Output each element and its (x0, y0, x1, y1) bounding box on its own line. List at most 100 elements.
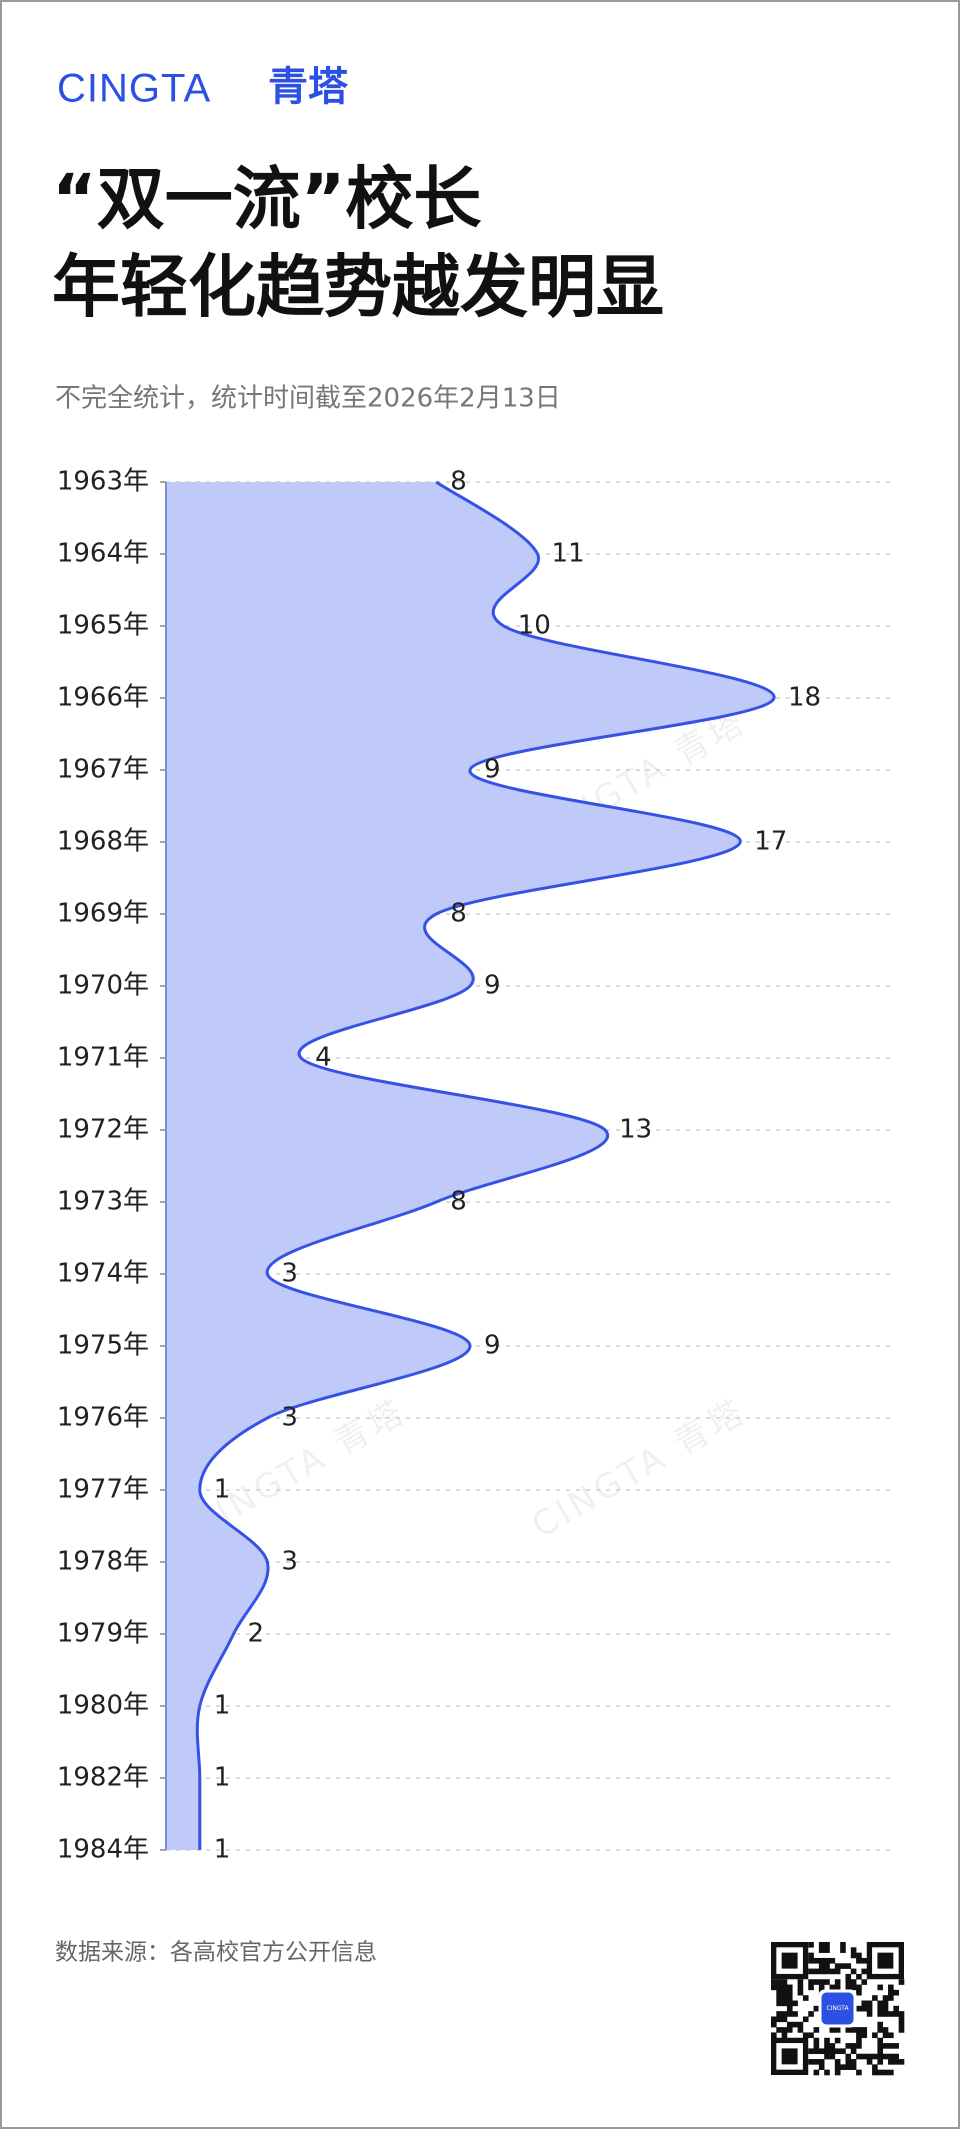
qr-cell (781, 2027, 788, 2033)
qr-cell (861, 2032, 868, 2039)
qr-cell (877, 2021, 884, 2028)
line (195, 480, 776, 1850)
source: 数据来源：各高校官方公开信息 (55, 1940, 377, 1966)
qr-cell (808, 1952, 814, 1959)
qr-cell (893, 2005, 899, 2012)
qr-cell (888, 2011, 894, 2017)
qr-cell (872, 1995, 878, 2001)
qr-cell (898, 1979, 905, 1985)
qr-cell (781, 2011, 788, 2017)
y-tick-label: 1968年 (57, 827, 149, 857)
qr-cell (802, 2016, 809, 2023)
qr-cell (898, 2059, 905, 2065)
qr-cell (771, 2016, 777, 2023)
qr-cell (877, 2037, 884, 2044)
qr-cell (792, 2021, 798, 2028)
qr-cell (861, 2000, 868, 2007)
qr-cell (834, 2037, 841, 2044)
qr-cell (893, 1989, 899, 1996)
qr-cell (781, 2032, 788, 2039)
qr-cell (776, 1984, 782, 1991)
qr-cell (813, 2048, 820, 2055)
qr-cell (882, 2011, 889, 2017)
qr-cell (877, 2000, 884, 2007)
qr-cell (877, 2069, 884, 2076)
qr-finder (770, 2037, 809, 2076)
qr-cell (845, 1984, 852, 1991)
qr-cell (824, 1979, 830, 1985)
qr-cell (792, 2000, 798, 2007)
qr-cell (877, 2053, 884, 2060)
qr-cell (808, 2048, 814, 2055)
y-tick-label: 1966年 (57, 683, 149, 713)
qr-cell (797, 2027, 804, 2033)
qr-cell (824, 2043, 830, 2049)
qr-cell (861, 1979, 868, 1985)
qr-cell (888, 2053, 894, 2060)
qr-cell (829, 2048, 836, 2055)
qr-finder (877, 1952, 894, 1969)
qr-cell (845, 1963, 852, 1969)
qr-cell (877, 1984, 884, 1991)
qr-cell (776, 1995, 782, 2001)
value-label: 13 (619, 1115, 652, 1145)
qr-cell (882, 2027, 889, 2033)
qr-cell (808, 1942, 814, 1948)
value-label: 2 (248, 1619, 265, 1649)
qr-cell (813, 2069, 820, 2076)
y-tick-label: 1971年 (57, 1043, 149, 1073)
qr-cell (802, 1995, 809, 2001)
qr-cell (850, 2059, 857, 2065)
qr-cell (893, 2043, 899, 2049)
y-tick-label: 1969年 (57, 899, 149, 929)
qr-cell (877, 2043, 884, 2049)
qr-cell (850, 1952, 857, 1959)
qr-cell (824, 2037, 830, 2044)
qr-logo-text: CINGTA (826, 2005, 849, 2012)
qr-cell (888, 2043, 894, 2049)
qr-cell (850, 2027, 857, 2033)
y-tick-label: 1976年 (57, 1403, 149, 1433)
qr-cell (824, 1947, 830, 1953)
qr-cell (781, 2016, 788, 2023)
qr-cell (850, 1979, 857, 1985)
qr-cell (797, 1979, 804, 1985)
qr-cell (824, 1963, 830, 1969)
qr-cell (786, 1995, 793, 2001)
qr-cell (818, 2048, 825, 2055)
qr-finder (866, 1942, 904, 1980)
value-label: 10 (518, 611, 551, 641)
qr-cell (850, 2048, 857, 2055)
qr-cell (877, 2011, 884, 2017)
qr-cell (818, 1963, 825, 1969)
qr-cell (786, 1989, 793, 1996)
qr-cell (866, 2005, 873, 2012)
qr-cell (866, 2059, 873, 2065)
qr-cell (824, 2048, 830, 2055)
qr-cell (893, 2053, 899, 2060)
qr-cell (882, 2000, 889, 2007)
value-label: 18 (788, 683, 821, 713)
qr-finder (781, 1952, 798, 1969)
value-label: 3 (281, 1403, 298, 1433)
qr-cell (834, 1984, 841, 1991)
qr-cell (786, 2027, 793, 2033)
qr-cell (888, 2059, 894, 2065)
subtitle: 不完全统计，统计时间截至2026年2月13日 (55, 384, 561, 414)
qr-cell (776, 2027, 782, 2033)
qr-cell (856, 1989, 862, 1996)
qr-cell (856, 1973, 862, 1980)
qr-cell (813, 2037, 820, 2044)
qr-cell (808, 2011, 814, 2017)
qr-cell (824, 1968, 830, 1975)
value-label: 1 (214, 1835, 231, 1865)
qr-cell (776, 2016, 782, 2023)
qr-cell (840, 1947, 846, 1953)
qr-cell (834, 2027, 841, 2033)
value-label: 17 (754, 827, 787, 857)
qr-cell (861, 2005, 868, 2012)
qr-cell (776, 2000, 782, 2007)
value-label: 8 (450, 899, 467, 929)
title-line: 年轻化趋势越发明显 (52, 249, 664, 328)
qr-cell (840, 2064, 846, 2070)
